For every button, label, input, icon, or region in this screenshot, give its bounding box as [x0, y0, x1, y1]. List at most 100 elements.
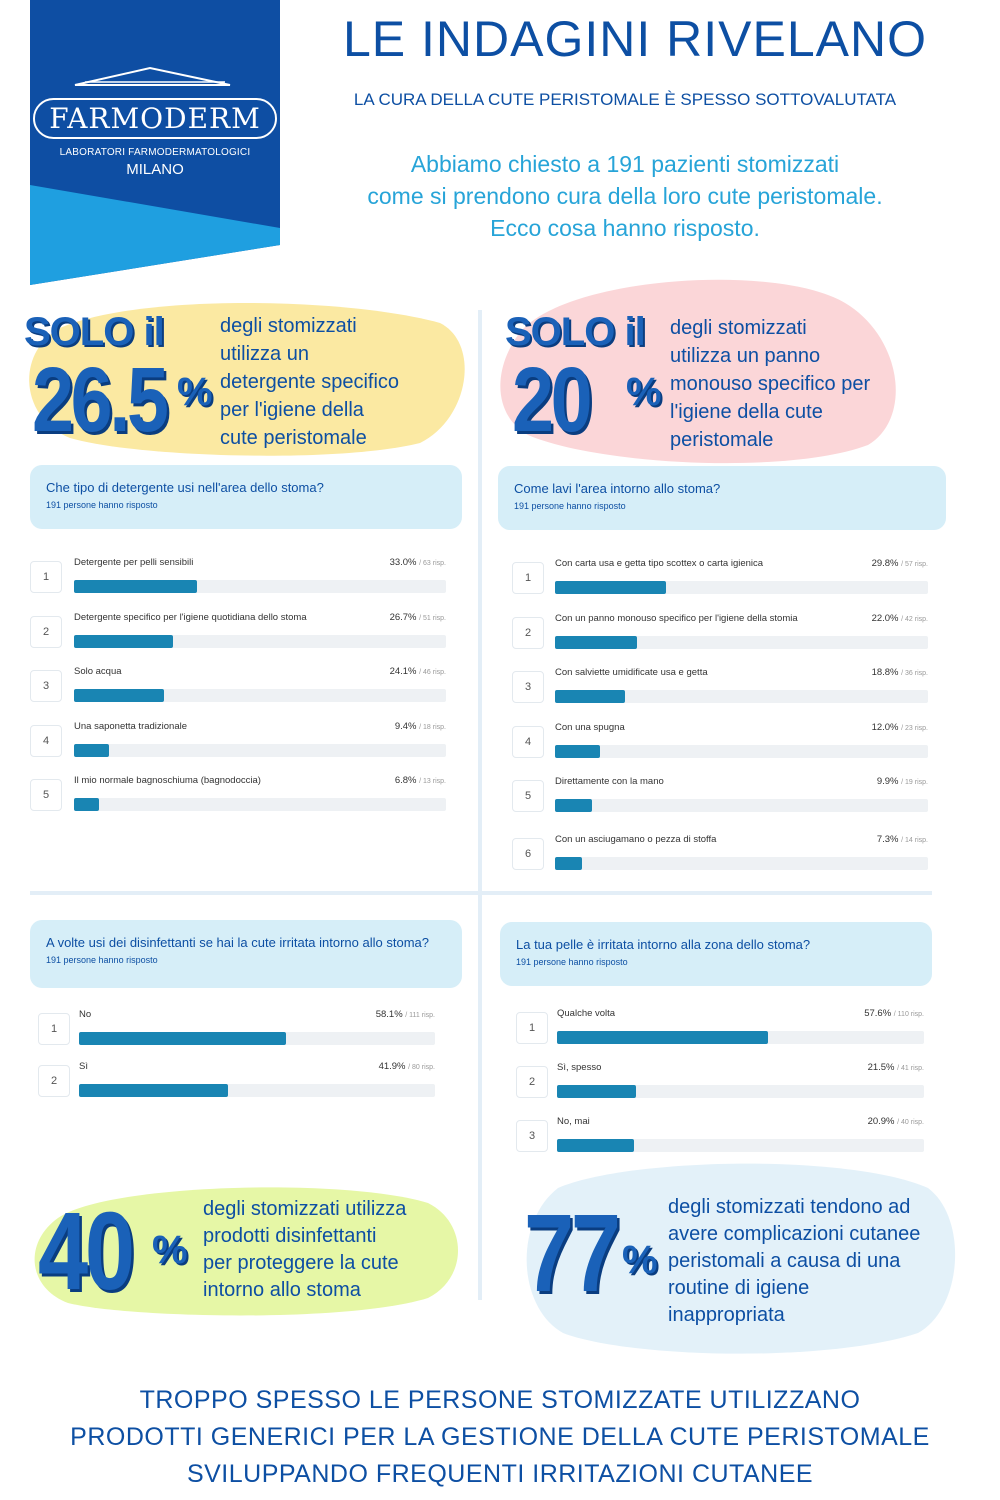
option-value: 26.7% / 51 risp. — [390, 612, 446, 623]
desc-line: peristomali a causa di una — [668, 1250, 901, 1272]
option-count: / 80 risp. — [408, 1064, 435, 1071]
option-number: 1 — [30, 561, 62, 593]
option-bar-fill — [79, 1084, 229, 1097]
logo-banner-shape — [30, 0, 280, 285]
option-percent: 57.6% — [864, 1008, 894, 1019]
survey-respondents: 191 persone hanno risposto — [46, 955, 158, 965]
option-value: 6.8% / 13 risp. — [395, 775, 446, 786]
stat-2-value: 20 — [512, 349, 593, 451]
option-bar-fill — [74, 580, 197, 593]
desc-line: degli stomizzati — [220, 315, 357, 337]
option-bar-track — [74, 798, 446, 811]
survey-option: 5 Il mio normale bagnoschiuma (bagnodocci… — [30, 775, 446, 815]
option-percent: 18.8% — [871, 667, 902, 678]
option-count: / 57 risp. — [901, 561, 928, 568]
desc-line: per proteggere la cute — [203, 1252, 399, 1274]
option-label: Il mio normale bagnoschiuma (bagnodoccia… — [74, 775, 261, 786]
survey-card-1: Che tipo di detergente usi nell'area del… — [30, 465, 462, 529]
stat-2-description: degli stomizzati utilizza un panno monou… — [670, 314, 870, 454]
stat-blob-1 — [29, 303, 465, 456]
option-count: / 46 risp. — [419, 669, 446, 676]
option-bar-track — [557, 1139, 924, 1152]
option-bar-fill — [555, 744, 600, 758]
stat-blob-2 — [500, 279, 896, 464]
intro-text: Abbiamo chiesto a 191 pazienti stomizzat… — [300, 148, 950, 244]
stat-1-unit: % — [177, 370, 213, 414]
survey-question: Come lavi l'area intorno allo stoma? — [514, 481, 721, 496]
intro-line: Ecco cosa hanno risposto. — [490, 215, 760, 241]
stat-1-description: degli stomizzati utilizza un detergente … — [220, 312, 399, 452]
stat-1-prefix: SOLO il — [24, 310, 165, 354]
footer-line: TROPPO SPESSO LE PERSONE STOMIZZATE UTIL… — [139, 1386, 861, 1414]
horizontal-divider — [30, 891, 932, 895]
option-bar-fill — [79, 1032, 286, 1045]
option-percent: 9.9% — [876, 776, 902, 787]
logo-brand: FARMODERM — [33, 98, 277, 139]
desc-line: degli stomizzati — [670, 317, 807, 339]
option-bar-fill — [557, 1085, 636, 1098]
desc-line: routine di igiene — [668, 1277, 810, 1299]
intro-line: Abbiamo chiesto a 191 pazienti stomizzat… — [410, 151, 840, 177]
option-label: Direttamente con la mano — [555, 776, 664, 787]
stat-3-unit: % — [152, 1228, 188, 1272]
stat-4-description: degli stomizzati tendono ad avere compli… — [668, 1194, 920, 1329]
option-bar-track — [555, 635, 928, 649]
option-percent: 29.8% — [871, 558, 902, 569]
logo-city: MILANO — [126, 161, 184, 178]
vertical-divider — [478, 310, 482, 1300]
blob-shape — [500, 279, 896, 464]
option-bar-fill — [74, 798, 100, 811]
footer-line: SVILUPPANDO FREQUENTI IRRITAZIONI CUTANE… — [186, 1460, 814, 1488]
option-percent: 22.0% — [871, 612, 902, 624]
stat-blob-3 — [34, 1187, 459, 1316]
survey-respondents: 191 persone hanno risposto — [514, 501, 626, 511]
survey-option: 1 Qualche volta 57.6% / 110 risp. — [516, 1008, 924, 1048]
desc-line: cute peristomale — [220, 427, 367, 449]
option-count: / 41 risp. — [897, 1065, 924, 1072]
option-value: 7.3% / 14 risp. — [877, 834, 928, 845]
option-value: 12.0% / 23 risp. — [872, 722, 928, 733]
footer-message: TROPPO SPESSO LE PERSONE STOMIZZATE UTIL… — [20, 1382, 980, 1493]
option-bar-fill — [555, 856, 583, 870]
option-bar-track — [79, 1084, 435, 1097]
logo-banner: FARMODERM LABORATORI FARMODERMATOLOGICI … — [30, 0, 280, 285]
survey-option: 3 Con salviette umidificate usa e getta 18… — [512, 667, 928, 707]
stat-4-value: 77 — [524, 1192, 621, 1315]
option-percent: 9.4% — [394, 720, 420, 732]
survey-card-3: A volte usi dei disinfettanti se hai la … — [30, 920, 462, 988]
option-label: Sì — [79, 1061, 88, 1072]
option-bar-fill — [555, 635, 638, 649]
survey-option: 1 Detergente per pelli sensibili 33.0% / 6… — [30, 557, 446, 597]
survey-option: 3 Solo acqua 24.1% / 46 risp. — [30, 666, 446, 706]
option-bar-track — [555, 690, 928, 703]
survey-option: 6 Con un asciugamano o pezza di stoffa 7.3… — [512, 834, 928, 874]
stat-4-unit: % — [622, 1238, 658, 1282]
intro-line: come si prendono cura della loro cute pe… — [367, 183, 883, 209]
option-percent: 33.0% — [389, 557, 420, 568]
option-bar-fill — [555, 581, 667, 594]
survey-option: 4 Con una spugna 12.0% / 23 risp. — [512, 722, 928, 762]
option-count: / 63 risp. — [419, 560, 446, 567]
option-bar-fill — [555, 690, 626, 703]
option-value: 18.8% / 36 risp. — [872, 667, 928, 678]
desc-line: inappropriata — [668, 1304, 785, 1326]
option-label: No — [79, 1009, 92, 1020]
option-percent: 20.9% — [867, 1116, 898, 1127]
option-label: Una saponetta tradizionale — [74, 720, 188, 732]
survey-option: 2 Sì 41.9% / 80 risp. — [38, 1061, 435, 1101]
option-bar-track — [555, 744, 928, 758]
option-count: / 13 risp. — [419, 778, 446, 785]
option-count: / 23 risp. — [901, 724, 928, 732]
desc-line: peristomale — [670, 429, 774, 451]
desc-line: degli stomizzati utilizza — [203, 1198, 407, 1220]
desc-line: l'igiene della cute — [670, 401, 823, 423]
option-value: 57.6% / 110 risp. — [864, 1008, 924, 1019]
stat-2-unit: % — [626, 370, 662, 414]
stat-1-value: 26.5 — [32, 349, 169, 451]
option-value: 58.1% / 111 risp. — [376, 1009, 435, 1020]
option-number: 1 — [512, 562, 544, 594]
option-label: Qualche volta — [557, 1008, 616, 1019]
option-number: 5 — [512, 780, 544, 812]
desc-line: per l'igiene della — [220, 399, 364, 421]
option-bar-fill — [74, 743, 109, 757]
